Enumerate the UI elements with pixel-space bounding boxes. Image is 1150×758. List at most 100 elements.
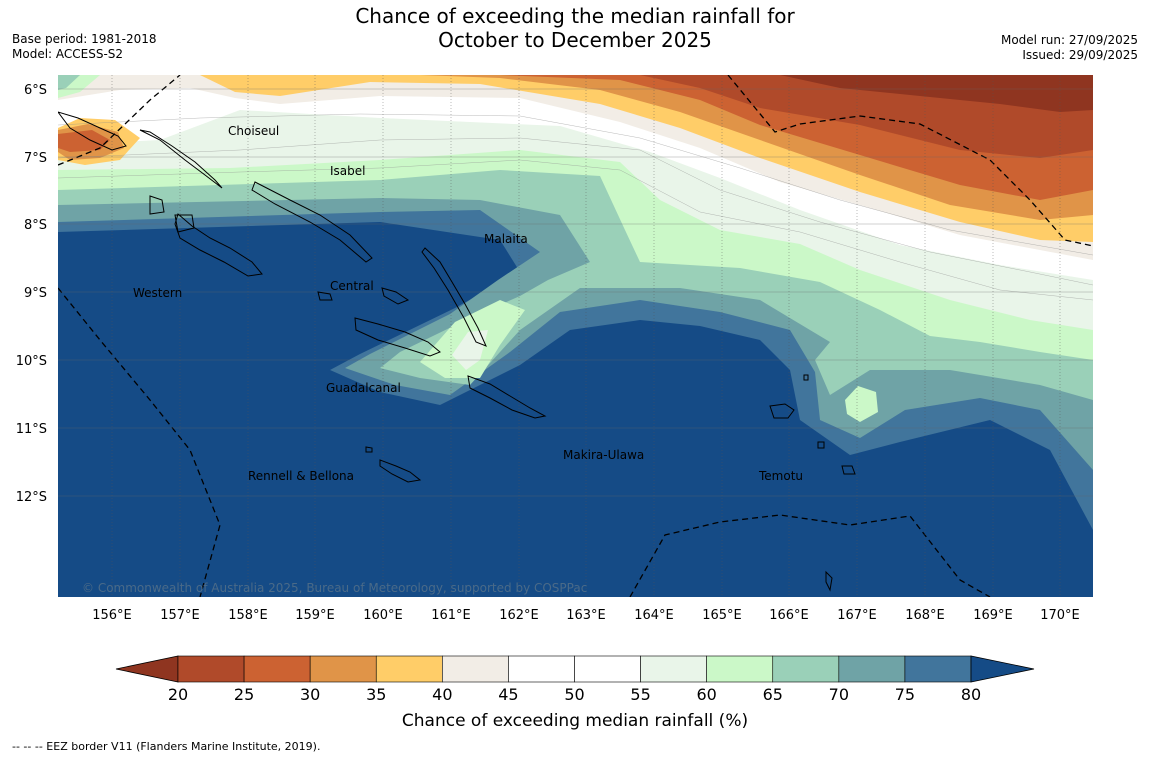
lon-tick: 163°E bbox=[566, 608, 606, 623]
island-bellona bbox=[365, 446, 373, 453]
chart-title: Chance of exceeding the median rainfall … bbox=[0, 4, 1150, 52]
colorbar-tick-label: 55 bbox=[630, 685, 650, 704]
base-period: Base period: 1981-2018 bbox=[12, 32, 157, 46]
band-below-20 bbox=[780, 75, 1093, 112]
lon-tick: 156°E bbox=[92, 608, 132, 623]
lon-tick: 162°E bbox=[499, 608, 539, 623]
lon-tick: 168°E bbox=[905, 608, 945, 623]
eez-footnote: -- -- -- EEZ border V11 (Flanders Marine… bbox=[12, 740, 321, 753]
lon-tick: 161°E bbox=[431, 608, 471, 623]
colorbar-swatch bbox=[838, 655, 906, 683]
colorbar-tick-label: 35 bbox=[366, 685, 386, 704]
colorbar-tick-label: 70 bbox=[829, 685, 849, 704]
coastlines bbox=[58, 111, 856, 592]
lon-tick: 159°E bbox=[295, 608, 335, 623]
run-info: Model run: 27/09/2025 Issued: 29/09/2025 bbox=[1001, 33, 1138, 63]
title-line-1: Chance of exceeding the median rainfall … bbox=[355, 4, 795, 28]
contour-lines bbox=[58, 113, 1093, 301]
region-labels: Choiseul Isabel Malaita Western Central … bbox=[133, 124, 803, 483]
colorbar-swatch bbox=[508, 655, 575, 683]
lon-tick: 170°E bbox=[1040, 608, 1080, 623]
colorbar-label: Chance of exceeding median rainfall (%) bbox=[402, 711, 748, 731]
copyright-text: © Commonwealth of Australia 2025, Bureau… bbox=[82, 581, 587, 595]
colorbar-swatch bbox=[574, 655, 641, 683]
label-temotu: Temotu bbox=[758, 469, 803, 483]
colorbar-tick-label: 50 bbox=[564, 685, 584, 704]
colorbar-extend-high bbox=[970, 655, 1035, 683]
island-newgeorgia bbox=[174, 213, 263, 277]
label-malaita: Malaita bbox=[484, 232, 528, 246]
lat-axis: 6°S 7°S 8°S 9°S 10°S 11°S 12°S bbox=[16, 83, 47, 505]
lon-tick: 169°E bbox=[973, 608, 1013, 623]
colorbar-tick-label: 40 bbox=[432, 685, 452, 704]
lat-tick: 6°S bbox=[24, 83, 47, 98]
colorbar-tick-label: 45 bbox=[498, 685, 518, 704]
lat-tick: 9°S bbox=[24, 286, 47, 301]
colorbar-swatch bbox=[442, 655, 509, 683]
island-santacruz bbox=[769, 403, 795, 419]
label-central: Central bbox=[330, 279, 374, 293]
lon-tick: 157°E bbox=[160, 608, 200, 623]
island-russell bbox=[317, 291, 333, 301]
island-vanikoro bbox=[841, 465, 856, 475]
lat-tick: 8°S bbox=[24, 218, 47, 233]
model-run: Model run: 27/09/2025 bbox=[1000, 33, 1138, 47]
colorbar-swatch bbox=[177, 655, 245, 683]
title-line-2: October to December 2025 bbox=[438, 28, 712, 52]
island-bougainville bbox=[58, 111, 127, 151]
island-rennell bbox=[379, 459, 422, 483]
colorbar-tick-label: 30 bbox=[300, 685, 320, 704]
label-guadalcanal: Guadalcanal bbox=[326, 381, 401, 395]
colorbar: 20 25 30 35 40 45 50 55 60 65 70 75 80 bbox=[115, 655, 1035, 704]
colorbar-swatch bbox=[243, 655, 311, 683]
island-anuta bbox=[825, 570, 833, 592]
colorbar-tick-label: 65 bbox=[763, 685, 783, 704]
nw-pocket-teal bbox=[58, 75, 80, 90]
colorbar-extend-low bbox=[115, 655, 179, 683]
lon-tick: 158°E bbox=[228, 608, 268, 623]
island-vella bbox=[149, 195, 165, 215]
colorbar-tick-label: 20 bbox=[168, 685, 188, 704]
issued-date: Issued: 29/09/2025 bbox=[1022, 48, 1138, 62]
colorbar-swatch bbox=[375, 655, 443, 683]
label-rennell: Rennell & Bellona bbox=[248, 469, 354, 483]
graticule bbox=[111, 75, 1061, 597]
lon-tick: 165°E bbox=[702, 608, 742, 623]
label-choiseul: Choiseul bbox=[228, 124, 279, 138]
lon-tick: 160°E bbox=[363, 608, 403, 623]
pocket-temotu bbox=[845, 386, 878, 422]
island-florida bbox=[381, 287, 410, 305]
island-malaita bbox=[421, 247, 487, 347]
model-info: Base period: 1981-2018 Model: ACCESS-S2 bbox=[12, 32, 157, 62]
colorbar-swatch bbox=[904, 655, 972, 683]
lon-tick: 166°E bbox=[769, 608, 809, 623]
rainfall-map: Choiseul Isabel Malaita Western Central … bbox=[58, 75, 1093, 597]
label-western: Western bbox=[133, 286, 182, 300]
colorbar-tick-label: 60 bbox=[696, 685, 716, 704]
island-isabel bbox=[251, 181, 373, 263]
nw-pocket-red bbox=[58, 130, 110, 152]
colorbar-swatch bbox=[772, 655, 840, 683]
island-makira bbox=[467, 375, 547, 419]
latitude-lines bbox=[58, 88, 1093, 497]
island-utupua bbox=[817, 441, 825, 449]
island-shortland bbox=[174, 214, 195, 233]
colorbar-swatch bbox=[640, 655, 707, 683]
colorbar-tick-label: 75 bbox=[895, 685, 915, 704]
island-guadalcanal bbox=[354, 317, 441, 357]
lat-tick: 10°S bbox=[16, 354, 47, 369]
colorbar-tick-label: 25 bbox=[234, 685, 254, 704]
colorbar-tick-label: 80 bbox=[961, 685, 981, 704]
model-name: Model: ACCESS-S2 bbox=[12, 47, 124, 61]
colorbar-swatch bbox=[706, 655, 774, 683]
lat-tick: 7°S bbox=[24, 151, 47, 166]
lon-tick: 164°E bbox=[634, 608, 674, 623]
eez-borders bbox=[58, 75, 1093, 597]
island-reefs bbox=[803, 374, 809, 381]
lat-tick: 11°S bbox=[16, 422, 47, 437]
lon-tick: 167°E bbox=[837, 608, 877, 623]
lon-axis: 156°E 157°E 158°E 159°E 160°E 161°E 162°… bbox=[92, 608, 1080, 623]
island-choiseul bbox=[139, 129, 223, 189]
colorbar-swatch bbox=[309, 655, 377, 683]
